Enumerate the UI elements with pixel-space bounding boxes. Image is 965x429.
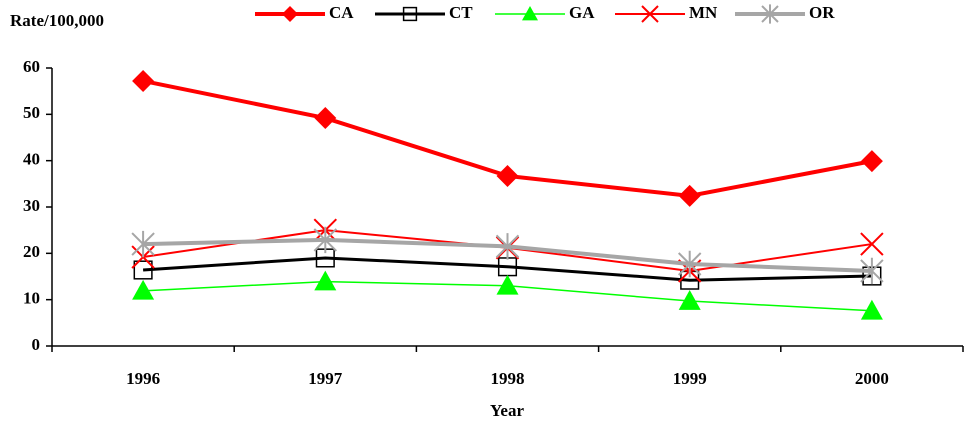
- legend-label: OR: [809, 3, 835, 22]
- marker: [314, 107, 337, 130]
- marker: [402, 6, 418, 22]
- marker: [495, 233, 520, 260]
- marker: [678, 290, 701, 310]
- marker: [678, 184, 701, 207]
- series-line: [143, 256, 872, 282]
- legend-label: CA: [329, 3, 354, 22]
- marker: [761, 4, 779, 24]
- marker: [132, 279, 155, 300]
- x-tick-label: 1999: [673, 369, 707, 388]
- y-axis-label: Rate/100,000: [10, 11, 104, 30]
- legend-label: GA: [569, 3, 595, 22]
- x-tick-label: 1998: [491, 369, 525, 388]
- y-tick-label: 50: [23, 103, 40, 122]
- y-tick-label: 30: [23, 196, 40, 215]
- y-tick-label: 0: [32, 335, 41, 354]
- marker: [860, 150, 883, 173]
- marker: [677, 250, 702, 278]
- marker: [131, 230, 155, 258]
- marker: [522, 6, 538, 21]
- legend-label: CT: [449, 3, 473, 22]
- marker: [641, 5, 659, 23]
- y-tick-label: 20: [23, 242, 40, 261]
- marker: [860, 299, 883, 320]
- marker: [496, 274, 519, 295]
- marker: [860, 257, 884, 285]
- marker: [282, 6, 298, 22]
- marker: [314, 270, 337, 291]
- x-axis-label: Year: [490, 401, 524, 420]
- marker: [133, 260, 153, 280]
- marker: [496, 164, 519, 187]
- marker: [132, 69, 155, 92]
- y-tick-label: 60: [23, 57, 40, 76]
- x-tick-label: 1996: [126, 369, 160, 388]
- y-tick-label: 10: [23, 289, 40, 308]
- marker: [860, 232, 884, 256]
- x-tick-label: 2000: [855, 369, 889, 388]
- legend-label: MN: [689, 3, 718, 22]
- y-tick-label: 40: [23, 150, 40, 169]
- x-tick-label: 1997: [308, 369, 343, 388]
- marker: [313, 226, 338, 254]
